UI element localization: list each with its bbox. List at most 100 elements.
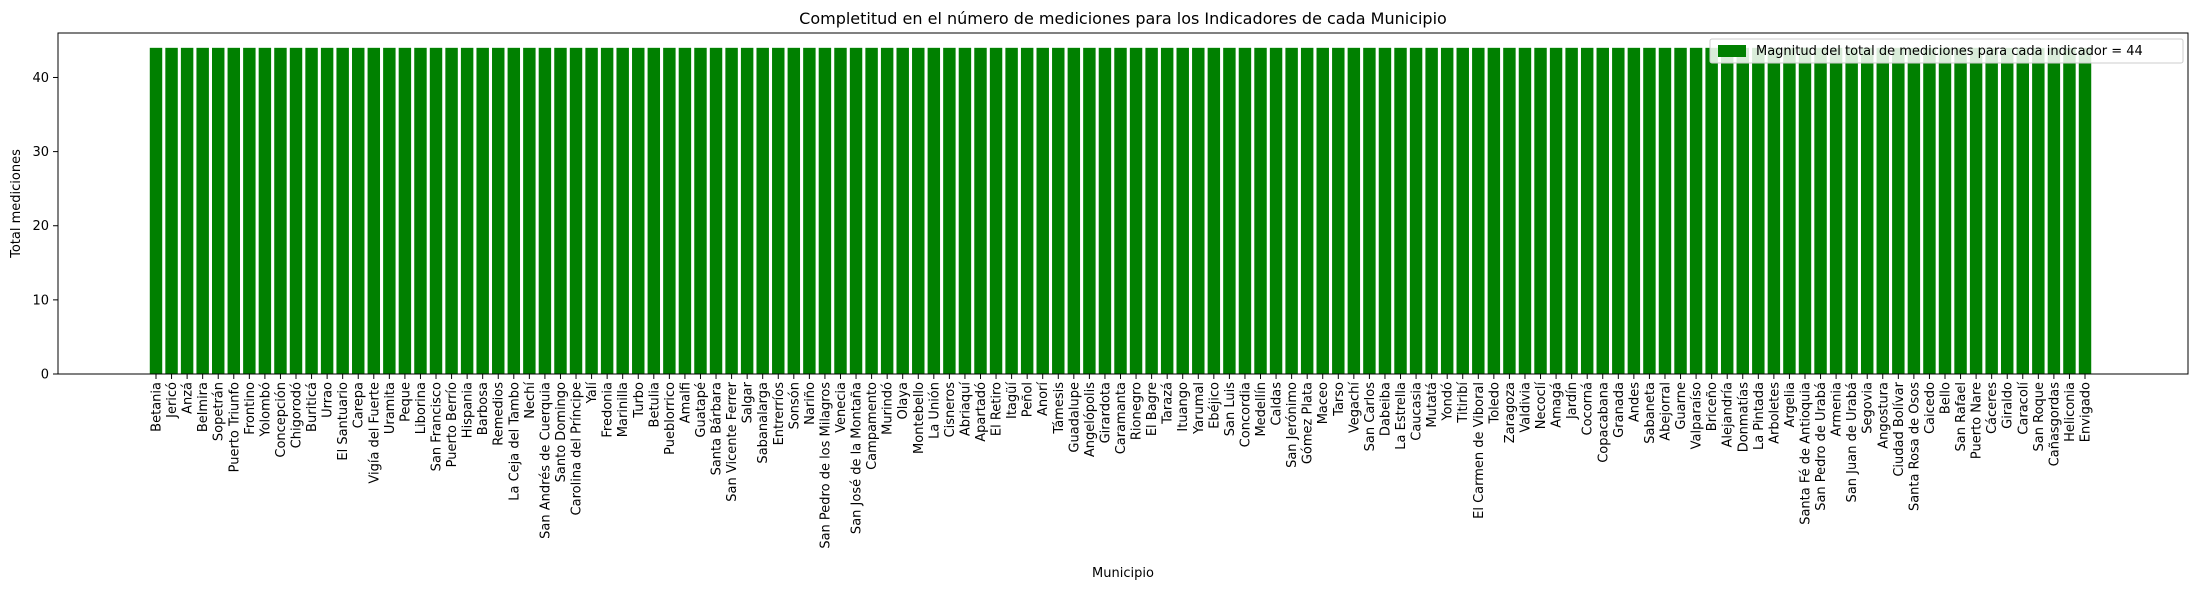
bar [414,47,427,374]
bar [1923,47,1936,374]
x-tick-label: Amalfi [678,382,693,423]
bar [1534,47,1547,374]
x-tick-label: Urrao [321,382,336,418]
x-tick-label: Yolombó [258,382,273,438]
bar [927,47,941,374]
bar [1969,47,1983,374]
x-axis: Betania Jericó Anzá Belmira Sopetrán Puerto T… [150,374,2094,549]
bar [367,47,381,374]
bar [1052,47,1065,374]
x-tick-label: Anzá [181,382,196,414]
bar [1456,47,1469,374]
bar [772,47,785,374]
x-tick-label: Nechí [523,382,538,419]
x-tick-label: San Pedro de Urabá [1814,382,1829,511]
x-tick-label: Cañasgordas [2047,382,2062,467]
x-tick-label: Rionegro [1130,382,1145,440]
x-tick-label: San Jerónimo [1285,382,1300,468]
x-tick-label: Támesis [1052,382,1067,435]
legend-label: Magnitud del total de mediciones para ca… [1756,44,2143,59]
bar [1954,47,1967,374]
bar [1285,47,1298,374]
bar [2078,47,2092,374]
x-tick-label: Granada [1612,382,1627,438]
bar [896,47,909,374]
x-tick-label: Gómez Plata [1301,382,1316,464]
bar [1938,47,1952,374]
bar [336,47,349,374]
bar [1160,47,1174,374]
x-tick-label: San Vicente Ferrer [725,381,740,501]
x-tick-label: Valparaíso [1690,382,1705,449]
bar [1394,47,1407,374]
chart-title: Completitud en el número de mediciones p… [799,9,1447,28]
bar [1098,47,1112,374]
bar [2016,47,2029,374]
bar [694,47,707,374]
x-tick-label: Maceo [1316,382,1331,424]
y-axis: 0 10 20 30 40 [32,71,58,383]
x-tick-label: Yalí [585,382,600,405]
bar [1767,47,1781,374]
x-tick-label: Necoclí [1534,382,1549,430]
bar [989,47,1003,374]
bar [523,47,536,374]
bar [1005,47,1018,374]
x-tick-label: Yondó [1441,382,1456,422]
x-tick-label: Jardín [1565,382,1580,420]
x-tick-label: Dabeiba [1378,382,1393,436]
plot-frame [57,32,2189,375]
bar [227,47,241,374]
bar [274,47,287,374]
bar [1549,47,1563,374]
bar [1114,47,1127,374]
x-tick-label: Amagá [1550,382,1565,428]
x-tick-label: Abejorral [1658,382,1673,441]
bar [212,47,225,374]
bar [445,47,458,374]
bar [1347,47,1361,374]
x-tick-label: Guadalupe [1067,382,1082,453]
bar [429,47,443,374]
x-tick-label: Valdivia [1518,382,1533,433]
x-tick-label: Caldas [1270,382,1285,426]
x-tick-label: La Estrella [1394,382,1409,450]
x-tick-label: Bello [1938,382,1953,414]
bar [1705,47,1718,374]
bar [958,47,972,374]
x-tick-label: Carolina del Príncipe [570,382,585,515]
x-tick-label: El Bagre [1145,382,1160,436]
x-tick-label: Sonsón [787,382,802,429]
bar [647,47,661,374]
bar [1689,47,1703,374]
x-tick-label: Toledo [1487,382,1502,425]
bar [1145,47,1158,374]
x-tick-label: Copacabana [1596,382,1611,463]
bar [616,47,629,374]
bar [1720,47,1734,374]
x-tick-label: El Retiro [990,382,1005,436]
bar [554,47,567,374]
bar [1876,47,1889,374]
legend: Magnitud del total de mediciones para ca… [1709,38,2184,64]
x-tick-label: Santa Rosa de Osos [1907,382,1922,511]
bar [1612,47,1625,374]
x-tick-label: Concordia [1238,382,1253,447]
bar [1238,47,1252,374]
bar [663,47,676,374]
bar [1067,47,1081,374]
x-tick-label: El Carmen de Viboral [1472,382,1487,519]
x-tick-label: San Luis [1223,382,1238,436]
x-tick-label: Santa Bárbara [710,382,725,475]
x-tick-label: Uramita [383,382,398,434]
bar [305,47,318,374]
x-tick-label: Caramanta [1114,382,1129,454]
x-tick-label: Guarne [1674,382,1689,430]
x-tick-label: Salgar [741,381,756,423]
bar [1627,47,1641,374]
x-tick-label: Argelia [1783,382,1798,427]
x-tick-label: Fredonia [601,382,616,438]
y-tick-label: 0 [41,368,49,383]
x-tick-label: San Andrés de Cuerquia [538,382,553,539]
bar [383,47,396,374]
